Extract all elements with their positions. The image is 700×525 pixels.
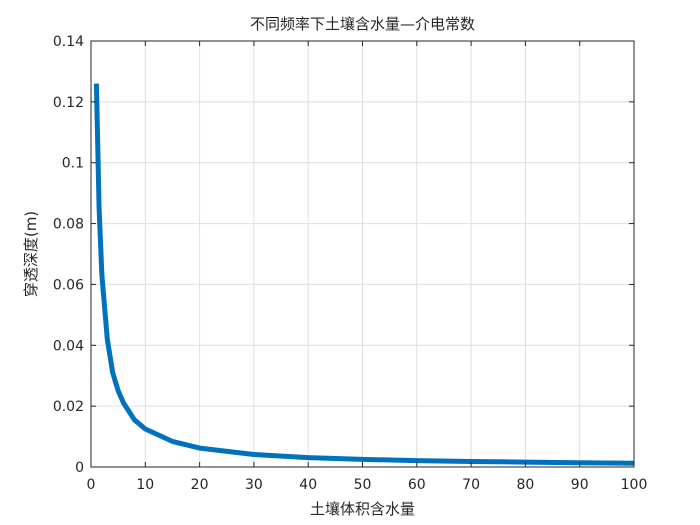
x-tick-label: 50 — [354, 477, 372, 493]
x-tick-label: 40 — [299, 477, 317, 493]
x-axis-title: 土壤体积含水量 — [310, 500, 415, 518]
series-layer — [93, 83, 635, 466]
x-tick-label: 20 — [191, 477, 209, 493]
y-tick-label: 0.12 — [53, 95, 84, 111]
x-tick-label: 10 — [136, 477, 154, 493]
x-tick-label: 90 — [571, 477, 589, 493]
y-axis-title: 穿透深度(m) — [22, 211, 40, 297]
x-tick-label: 100 — [621, 477, 648, 493]
x-tick-label: 30 — [245, 477, 263, 493]
x-tick-label: 70 — [462, 477, 480, 493]
y-tick-label: 0.02 — [53, 399, 84, 415]
x-tick-label: 60 — [408, 477, 426, 493]
chart-title: 不同频率下土壤含水量—介电常数 — [250, 15, 475, 33]
y-tick-label: 0.08 — [53, 217, 84, 233]
x-tick-label: 0 — [87, 477, 96, 493]
y-tick-label: 0.1 — [62, 156, 84, 172]
y-tick-label: 0 — [75, 460, 84, 476]
x-tick-label: 80 — [516, 477, 534, 493]
y-tick-label: 0.06 — [53, 277, 84, 293]
y-tick-label: 0.04 — [53, 338, 84, 354]
series-line — [93, 83, 635, 466]
y-tick-label: 0.14 — [53, 34, 84, 50]
axis-ticks: 0 10 20 30 40 50 60 70 80 90 100 0 0.02 0.04 0.06 0.08 0… — [53, 34, 648, 493]
